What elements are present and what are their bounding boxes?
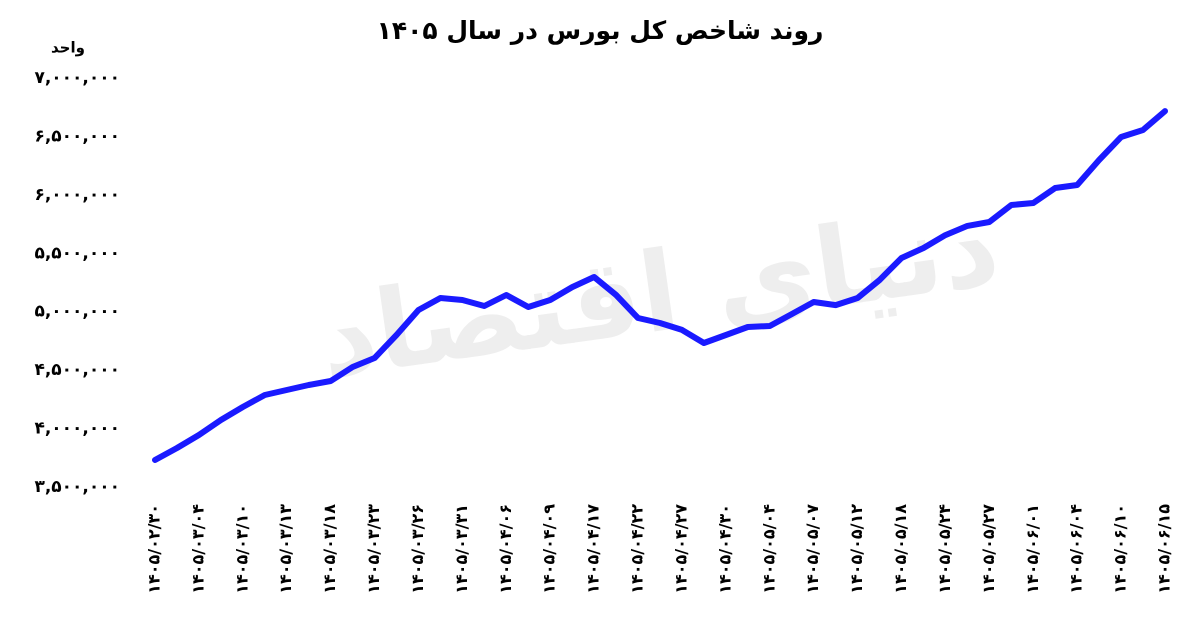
y-tick-label: ۵,۵۰۰,۰۰۰ [34, 243, 120, 263]
x-tick-label: ۱۴۰۵/۰۲/۳۰ [145, 504, 164, 594]
x-tick-label: ۱۴۰۵/۰۶/۱۰ [1111, 504, 1130, 594]
x-tick-label: ۱۴۰۵/۰۴/۲۲ [628, 504, 647, 594]
y-tick-label: ۳,۵۰۰,۰۰۰ [34, 477, 120, 497]
x-tick-label: ۱۴۰۵/۰۴/۱۷ [584, 504, 603, 594]
y-tick-label: ۴,۵۰۰,۰۰۰ [34, 360, 120, 380]
x-tick-label: ۱۴۰۵/۰۳/۱۰ [232, 504, 251, 594]
y-tick-label: ۶,۰۰۰,۰۰۰ [34, 185, 120, 205]
x-tick-label: ۱۴۰۵/۰۳/۱۳ [276, 504, 295, 594]
x-tick-label: ۱۴۰۵/۰۴/۲۷ [671, 504, 690, 594]
x-tick-label: ۱۴۰۵/۰۴/۰۹ [540, 504, 559, 594]
x-tick-label: ۱۴۰۵/۰۵/۱۲ [847, 504, 866, 594]
x-tick-label: ۱۴۰۵/۰۵/۰۴ [759, 504, 778, 594]
x-tick-label: ۱۴۰۵/۰۴/۳۰ [715, 504, 734, 594]
x-tick-label: ۱۴۰۵/۰۴/۰۶ [496, 504, 515, 594]
line-series [152, 108, 1168, 463]
x-tick-label: ۱۴۰۵/۰۶/۱۵ [1155, 504, 1174, 594]
x-tick-label: ۱۴۰۵/۰۵/۲۷ [979, 504, 998, 594]
x-tick-label: ۱۴۰۵/۰۳/۲۶ [408, 504, 427, 594]
y-axis-label: واحد [51, 39, 85, 57]
y-tick-label: ۷,۰۰۰,۰۰۰ [34, 68, 120, 88]
chart-title: روند شاخص کل بورس در سال ۱۴۰۵ [377, 16, 824, 46]
x-tick-label: ۱۴۰۵/۰۳/۰۴ [188, 504, 207, 594]
y-tick-label: ۶,۵۰۰,۰۰۰ [34, 126, 120, 146]
x-tick-label: ۱۴۰۵/۰۳/۳۱ [452, 504, 471, 594]
x-tick-label: ۱۴۰۵/۰۳/۱۸ [320, 504, 339, 594]
x-tick-label: ۱۴۰۵/۰۳/۲۳ [364, 504, 383, 594]
y-tick-label: ۵,۰۰۰,۰۰۰ [34, 302, 120, 322]
x-tick-label: ۱۴۰۵/۰۶/۰۱ [1023, 504, 1042, 594]
y-tick-label: ۴,۰۰۰,۰۰۰ [34, 419, 120, 439]
x-tick-label: ۱۴۰۵/۰۵/۰۷ [803, 504, 822, 594]
watermark: دنیای اقتصاد [311, 181, 1006, 403]
x-tick-label: ۱۴۰۵/۰۶/۰۴ [1067, 504, 1086, 594]
x-tick-label: ۱۴۰۵/۰۵/۱۸ [891, 504, 910, 594]
x-tick-label: ۱۴۰۵/۰۵/۲۴ [935, 504, 954, 594]
